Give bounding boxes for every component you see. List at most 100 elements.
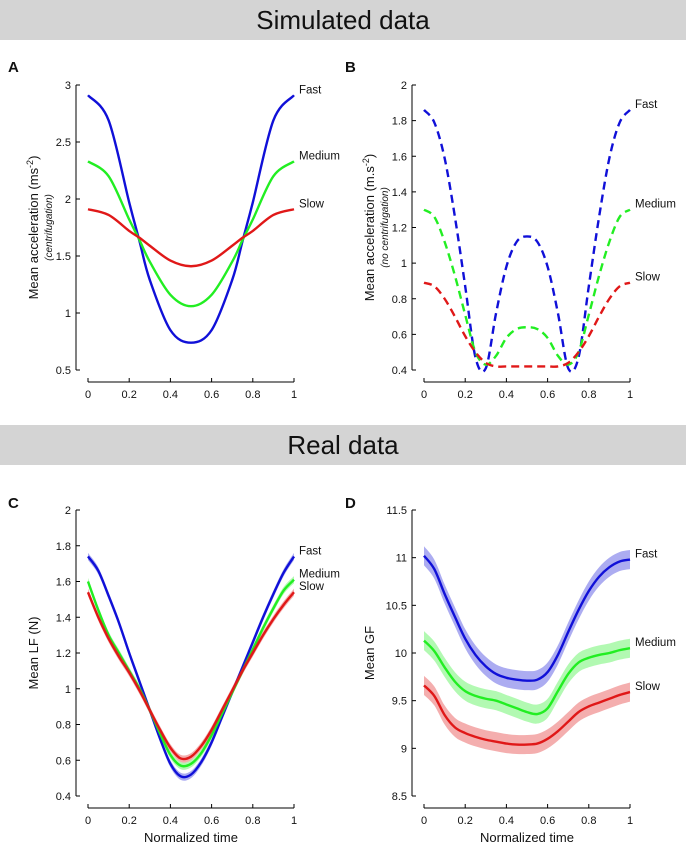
panel-label: A — [8, 59, 19, 76]
y-tick-label: 1.6 — [56, 577, 71, 589]
x-tick-label: 0 — [85, 815, 91, 827]
x-tick-label: 0.8 — [581, 815, 596, 827]
series-line-fast — [87, 94, 295, 344]
y-tick-label: 1.6 — [392, 151, 407, 163]
y-tick-label: 1 — [65, 308, 71, 320]
series-line-fast — [423, 109, 631, 373]
series-label-medium: Medium — [299, 569, 340, 581]
panel-label: C — [8, 495, 19, 512]
x-tick-label: 0 — [421, 389, 427, 401]
y-tick-label: 1.4 — [56, 612, 71, 624]
series-line-medium — [87, 160, 295, 308]
y-tick-label: 0.6 — [392, 329, 407, 341]
x-tick-label: 0.8 — [245, 389, 260, 401]
series-line-medium — [423, 208, 631, 366]
real-data-banner: Real data — [0, 425, 686, 465]
x-tick-label: 0.6 — [540, 815, 555, 827]
series-label-medium: Medium — [635, 637, 676, 649]
y-axis-label: Mean acceleration (ms-2) — [25, 156, 41, 300]
series-band-slow — [424, 675, 630, 755]
panel-b: B 0.4 0.6 0.8 1 1.2 1.4 1.6 1.8 2 0 0.2 0.4 0.6 0.8 1 Me… — [345, 59, 676, 401]
series-line-fast — [87, 555, 296, 779]
series-label-slow: Slow — [635, 272, 661, 284]
x-tick-label: 0.6 — [204, 815, 219, 827]
y-tick-label: 10 — [395, 648, 407, 660]
x-tick-label: 0.4 — [499, 815, 514, 827]
y-tick-label: 2 — [65, 194, 71, 206]
x-tick-label: 0.8 — [245, 815, 260, 827]
x-tick-label: 0.6 — [204, 389, 219, 401]
series-label-fast: Fast — [299, 84, 322, 96]
x-tick-label: 0.4 — [163, 389, 178, 401]
x-tick-label: 0.2 — [122, 815, 137, 827]
series-band-slow — [88, 588, 294, 763]
series-line-slow — [423, 281, 631, 368]
series-line-slow — [423, 684, 631, 746]
y-tick-label: 0.4 — [392, 365, 407, 377]
y-tick-label: 0.4 — [56, 791, 71, 803]
panel-d: D 8.5 9 9.5 10 10.5 11 11.5 0 0.2 0.4 0.6 0.8 1 Mean G… — [345, 495, 676, 845]
x-tick-label: 0 — [421, 815, 427, 827]
y-axis-sublabel: (centrifugation) — [44, 194, 55, 261]
x-tick-label: 0.8 — [581, 389, 596, 401]
x-tick-label: 0.4 — [499, 389, 514, 401]
series-label-fast: Fast — [299, 545, 322, 557]
y-axis-sublabel: (no centrifugation) — [380, 187, 391, 268]
y-tick-label: 9 — [401, 743, 407, 755]
y-tick-label: 8.5 — [392, 791, 407, 803]
simulated-data-title: Simulated data — [256, 4, 430, 35]
y-tick-label: 0.6 — [56, 755, 71, 767]
y-tick-label: 10.5 — [386, 600, 407, 612]
y-tick-label: 3 — [65, 80, 71, 92]
series-label-medium: Medium — [299, 150, 340, 162]
y-tick-label: 2 — [65, 505, 71, 517]
series-line-medium — [86, 578, 295, 768]
y-tick-label: 1.8 — [392, 116, 407, 128]
y-tick-label: 11.5 — [386, 505, 407, 517]
y-tick-label: 9.5 — [392, 696, 407, 708]
x-tick-label: 0.6 — [540, 389, 555, 401]
series-label-fast: Fast — [635, 549, 658, 561]
y-axis-label: Mean LF (N) — [26, 617, 41, 690]
y-tick-label: 11 — [396, 553, 407, 565]
series-label-slow: Slow — [635, 681, 661, 693]
series-label-slow: Slow — [299, 198, 325, 210]
y-tick-label: 0.5 — [56, 365, 71, 377]
x-tick-label: 0 — [85, 389, 91, 401]
panel-a: A 0.5 1 1.5 2 2.5 3 0 0.2 0.4 0.6 0.8 1 Mean accelera… — [8, 59, 340, 401]
panel-c: C 0.4 0.6 0.8 1 1.2 1.4 1.6 1.8 2 0 0.2 0.4 0.6 0.8 1 Me… — [8, 495, 340, 845]
y-tick-label: 1 — [401, 258, 407, 270]
y-tick-label: 2.5 — [56, 137, 71, 149]
x-axis-label: Normalized time — [480, 830, 574, 845]
panel-label: D — [345, 495, 356, 512]
series-line-fast — [423, 554, 631, 682]
series-band-medium — [88, 576, 294, 770]
series-label-slow: Slow — [299, 581, 325, 593]
x-tick-label: 1 — [627, 815, 633, 827]
y-tick-label: 1.5 — [56, 251, 71, 263]
x-tick-label: 1 — [627, 389, 633, 401]
series-line-slow — [87, 208, 295, 268]
series-line-slow — [86, 591, 295, 761]
y-tick-label: 1 — [65, 684, 71, 696]
series-label-medium: Medium — [635, 199, 676, 211]
x-axis-label: Normalized time — [144, 830, 238, 845]
y-tick-label: 0.8 — [392, 294, 407, 306]
y-tick-label: 2 — [401, 80, 407, 92]
y-tick-label: 1.4 — [392, 187, 407, 199]
y-tick-label: 0.8 — [56, 720, 71, 732]
real-data-title: Real data — [287, 429, 399, 460]
simulated-data-banner: Simulated data — [0, 0, 686, 40]
y-tick-label: 1.2 — [56, 648, 71, 660]
x-tick-label: 0.2 — [458, 815, 473, 827]
series-band-fast — [88, 552, 294, 781]
y-tick-label: 1.8 — [56, 541, 71, 553]
y-axis-label: Mean GF — [362, 626, 377, 680]
x-tick-label: 0.2 — [122, 389, 137, 401]
y-tick-label: 1.2 — [392, 223, 407, 235]
panel-label: B — [345, 59, 356, 76]
x-tick-label: 0.4 — [163, 815, 178, 827]
y-axis-label: Mean acceleration (m.s-2) — [361, 154, 377, 301]
x-tick-label: 0.2 — [458, 389, 473, 401]
x-tick-label: 1 — [291, 389, 297, 401]
